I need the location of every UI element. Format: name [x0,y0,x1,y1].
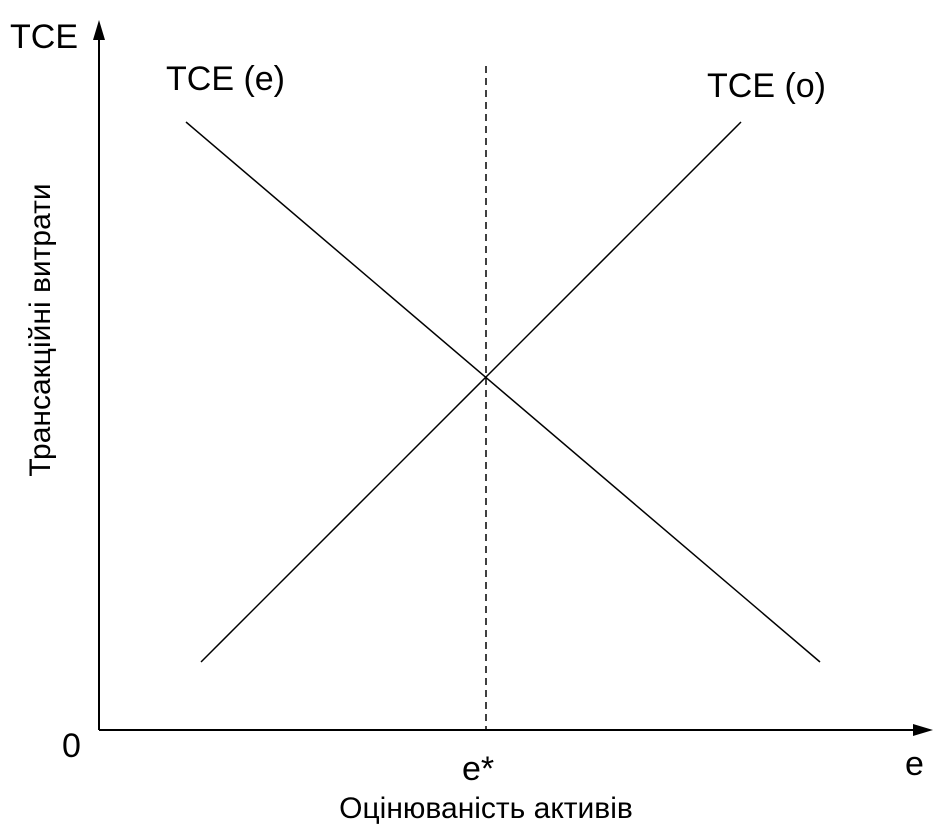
y-axis-symbol: TCE [10,18,78,56]
y-axis-arrow-icon [93,20,105,40]
x-axis-arrow-icon [913,724,933,736]
curve-tce-o [200,121,742,663]
curve-tce-e [185,121,821,663]
x-axis-title: Оцінюваність активів [339,792,633,825]
x-axis-symbol: e [905,745,924,783]
curve-tce-e-label: TCE (e) [166,60,285,98]
origin-label: 0 [62,727,81,765]
curve-tce-o-label: TCE (o) [707,67,826,105]
equilibrium-label: e* [462,750,494,788]
y-axis-title: Трансакційні витрати [24,183,57,476]
